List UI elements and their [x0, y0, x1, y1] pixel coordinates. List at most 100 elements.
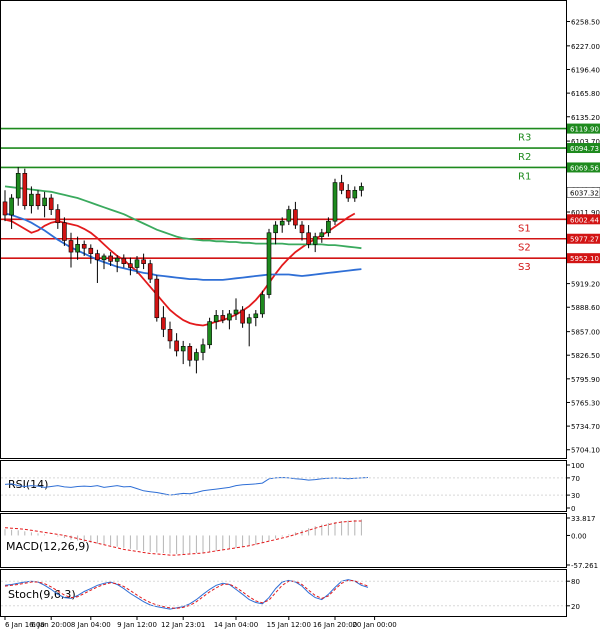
- pivot-tag-r1: [567, 162, 600, 173]
- macd-tick-label: 33.817: [571, 515, 596, 523]
- price-tick-label: 5888.60: [571, 304, 600, 312]
- candle-body: [167, 329, 173, 342]
- pivot-tag-r2: [567, 143, 600, 154]
- candle: [108, 252, 113, 266]
- candle: [174, 333, 179, 357]
- time-tick-label: 16 Jan 20:00: [313, 621, 357, 629]
- candle-body: [326, 220, 331, 234]
- candle: [312, 232, 318, 253]
- candle: [266, 228, 272, 299]
- candle: [55, 204, 61, 229]
- candle: [345, 184, 351, 202]
- candle: [246, 313, 252, 347]
- candle-body: [22, 172, 28, 207]
- candle: [101, 253, 107, 270]
- candles: [2, 167, 364, 374]
- candle: [194, 348, 199, 374]
- candle: [75, 236, 80, 260]
- time-tick-label: 6 Jan 16:00: [5, 621, 45, 629]
- candle: [134, 255, 140, 274]
- candle-body: [141, 259, 146, 264]
- time-tick-label: 8 Jan 04:00: [71, 621, 111, 629]
- pivot-tag-value: 6094.73: [570, 145, 599, 153]
- candle: [62, 217, 67, 246]
- candle-body: [293, 209, 298, 226]
- macd-tick-label: -57.261: [571, 562, 598, 570]
- candle-body: [213, 315, 219, 322]
- candle-body: [81, 244, 87, 249]
- candle-body: [306, 232, 311, 245]
- candle: [339, 174, 344, 195]
- candle: [233, 298, 239, 321]
- candle-body: [121, 257, 127, 264]
- macd-panel[interactable]: [0, 513, 567, 568]
- macd-indicator: MACD(12,26,9) 33.817 0.00 -57.261: [4, 515, 598, 570]
- price-tick-label: 5765.30: [571, 399, 600, 407]
- candle: [240, 306, 245, 328]
- candle: [2, 190, 8, 222]
- pivot-tag-value: 6119.90: [570, 126, 599, 134]
- candle: [121, 254, 127, 268]
- candle-body: [359, 186, 364, 191]
- candle: [22, 168, 28, 210]
- current-price-value: 6037.32: [570, 189, 599, 197]
- candle-body: [147, 263, 153, 280]
- candle: [306, 225, 311, 249]
- stoch-panel[interactable]: [0, 569, 567, 617]
- candle: [260, 290, 265, 318]
- pivot-tag-value: 5952.10: [570, 255, 599, 263]
- candle: [141, 253, 146, 270]
- candle: [68, 232, 74, 268]
- candle-body: [194, 352, 199, 361]
- candle-body: [332, 182, 338, 222]
- candle-body: [227, 313, 232, 321]
- time-tick-label: 20 Jan 00:00: [352, 621, 396, 629]
- time-tick-label: 12 Jan 23:01: [161, 621, 205, 629]
- price-panel[interactable]: [0, 0, 567, 459]
- candle-body: [88, 247, 94, 254]
- stoch-tick-label: 80: [571, 578, 580, 586]
- candle: [220, 310, 226, 324]
- candle-body: [345, 189, 351, 199]
- rsi-line-1: [4, 476, 369, 496]
- candle-body: [200, 344, 206, 353]
- candle-body: [29, 193, 34, 207]
- time-axis: 6 Jan 16:006 Jan 20:00 8 Jan 04:00 9 Jan 1…: [4, 617, 397, 629]
- rsi-tick-label: 30: [571, 492, 580, 500]
- candle: [200, 338, 206, 361]
- candle-body: [68, 240, 74, 253]
- pivot-tag-s2: [567, 233, 600, 244]
- candle: [352, 186, 358, 202]
- pivot-name-s3: S3: [518, 262, 531, 273]
- candle: [29, 186, 34, 214]
- candle-body: [174, 340, 179, 352]
- candle-body: [240, 309, 245, 324]
- candle: [279, 217, 285, 233]
- pivot-levels: R3 R2 R1 S1 S2 S3: [1, 127, 566, 273]
- price-tick-label: 6011.90: [571, 209, 600, 217]
- rsi-indicator: RSI(14) 100 70 30 0: [1, 462, 584, 513]
- pivot-name-s2: S2: [518, 243, 531, 254]
- candle: [81, 240, 87, 256]
- candle-body: [187, 346, 193, 361]
- candle-body: [48, 197, 54, 210]
- candle-body: [180, 346, 186, 352]
- rsi-tick-label: 70: [571, 475, 580, 483]
- candle-body: [286, 209, 292, 222]
- candle-body: [246, 317, 252, 324]
- stoch-indicator: Stoch(9,6,3) 80 20: [1, 578, 580, 611]
- candle-body: [154, 278, 160, 319]
- candle: [213, 310, 219, 330]
- candle: [319, 228, 325, 243]
- pivot-name-r1: R1: [518, 171, 531, 182]
- candle: [42, 191, 47, 218]
- pivot-name-s1: S1: [518, 223, 531, 234]
- candle-body: [233, 309, 239, 315]
- pivot-tag-value: 5977.27: [570, 236, 599, 244]
- candle: [128, 257, 133, 276]
- price-tick-label: 6135.20: [571, 114, 600, 122]
- candle: [95, 249, 100, 283]
- candle-body: [55, 209, 61, 224]
- time-tick-label: 9 Jan 12:00: [117, 621, 157, 629]
- candle-body: [207, 321, 212, 346]
